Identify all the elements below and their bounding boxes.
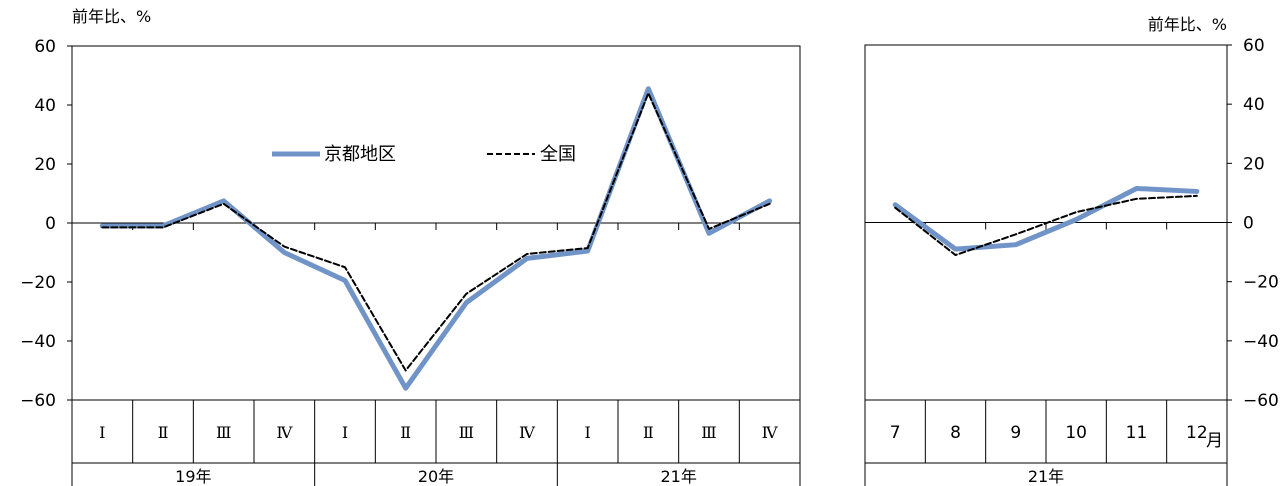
legend-label-national: 全国 [540, 144, 576, 165]
x-category-label: Ⅰ [342, 423, 348, 442]
chart-panel-1: 60 40 20 0 −20 −40 −60 前年比、% Ⅰ Ⅱ Ⅲ Ⅳ Ⅰ Ⅱ Ⅲ Ⅳ Ⅰ Ⅱ Ⅲ Ⅳ 19年 20年 2… [20, 7, 801, 486]
x-group-label: 21年 [1028, 467, 1064, 486]
legend: 京都地区 全国 [272, 144, 576, 165]
x-category-label: 10 [1065, 423, 1087, 443]
x-category-label: 11 [1126, 423, 1148, 443]
x-category-label: Ⅳ [762, 423, 779, 442]
x-category-suffix: 月 [1206, 431, 1223, 451]
x-category-label: 12 [1186, 423, 1208, 443]
x-category-label: 7 [890, 423, 901, 443]
x-category-label: Ⅳ [276, 423, 293, 442]
y-tick-label: 40 [34, 96, 56, 116]
y-tick-label: 60 [34, 37, 56, 57]
x-category-label: Ⅱ [643, 423, 654, 442]
y-tick-label: −20 [20, 273, 56, 293]
series-line-national [101, 92, 771, 372]
x-category-label: Ⅱ [400, 423, 411, 442]
y-axis-unit-label: 前年比、% [1148, 15, 1227, 34]
x-category-label: Ⅰ [99, 423, 105, 442]
x-category-label: Ⅲ [459, 423, 474, 442]
y-tick-label: 20 [34, 155, 56, 175]
x-category-label: Ⅳ [519, 423, 536, 442]
y-tick-label: −60 [20, 391, 56, 411]
y-tick-label: 60 [1243, 36, 1265, 56]
y-tick-label: 0 [45, 214, 56, 234]
x-group-label: 19年 [175, 467, 211, 486]
chart-panel-2: 60 40 20 0 −20 −40 −60 前年比、% 7 8 9 10 11 12月 21年 [864, 15, 1279, 486]
y-tick-label: −60 [1243, 391, 1279, 411]
series-line-kyoto [99, 86, 773, 391]
x-group-label: 21年 [660, 467, 696, 486]
x-category-label: Ⅲ [216, 423, 231, 442]
x-category-label: Ⅲ [701, 423, 716, 442]
x-category-label: Ⅰ [585, 423, 591, 442]
y-tick-label: 0 [1243, 214, 1254, 234]
x-category-label: Ⅱ [158, 423, 169, 442]
x-group-label: 20年 [418, 467, 454, 486]
legend-label-kyoto: 京都地区 [324, 144, 396, 165]
series-line-kyoto [892, 185, 1200, 252]
y-tick-label: −40 [1243, 332, 1279, 352]
x-category-label: 8 [950, 423, 961, 443]
x-category-label: 9 [1010, 423, 1021, 443]
y-axis-unit-label: 前年比、% [72, 7, 151, 26]
y-tick-label: 20 [1243, 154, 1265, 174]
y-tick-label: 40 [1243, 95, 1265, 115]
y-tick-label: −40 [20, 332, 56, 352]
series-line-national [894, 194, 1198, 257]
y-tick-label: −20 [1243, 273, 1279, 293]
